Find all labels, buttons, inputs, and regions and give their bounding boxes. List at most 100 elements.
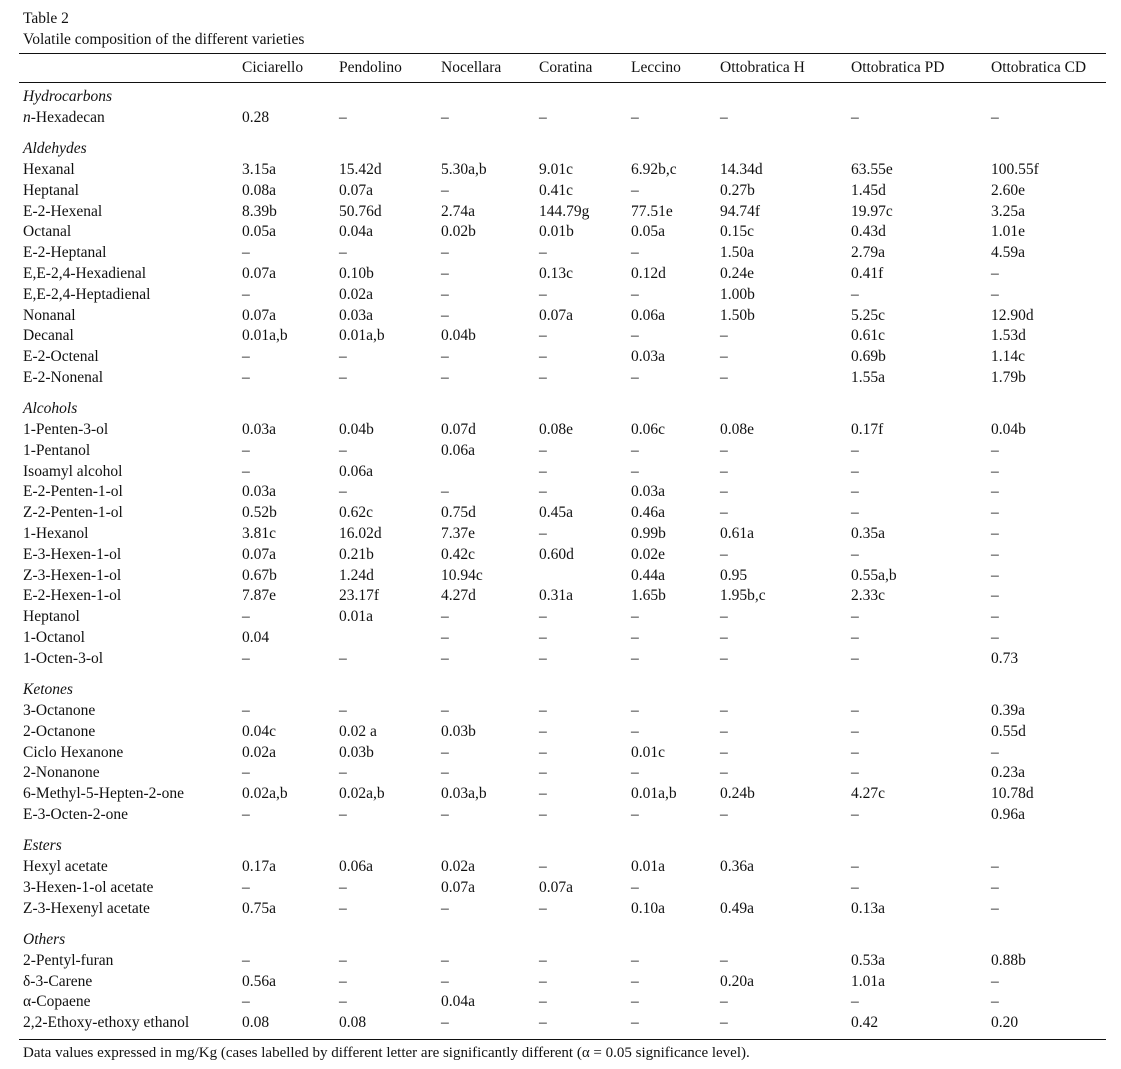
table-cell: –: [539, 629, 547, 646]
table-cell: –: [720, 993, 728, 1011]
table-cell: 0.95: [720, 566, 748, 584]
table-cell: –: [339, 108, 347, 126]
table-cell: –: [339, 764, 347, 782]
table-cell: 0.13c: [539, 264, 574, 282]
table-cell: 8.39b: [242, 202, 277, 220]
table-cell: 1.50b: [720, 306, 755, 324]
table-cell: 0.15c: [720, 223, 755, 241]
table-cell: –: [539, 348, 547, 366]
table-cell: 14.34d: [720, 160, 763, 178]
table-cell: –: [631, 327, 639, 345]
table-cell: 0.04a: [339, 223, 374, 241]
table-cell: –: [539, 785, 547, 803]
table-cell: –: [539, 108, 547, 126]
table-cell: 94.74f: [720, 202, 761, 220]
table-cell: –: [242, 368, 250, 386]
column-header: Leccino: [631, 59, 681, 76]
table-cell: 0.96a: [991, 805, 1026, 823]
table-cell: –: [991, 462, 999, 480]
table-cell: –: [991, 899, 999, 917]
table-cell: 0.12d: [631, 264, 666, 282]
table-cell: –: [339, 348, 347, 366]
table-cell: 0.08e: [720, 421, 755, 438]
table-cell: –: [991, 993, 999, 1011]
table-cell: –: [242, 441, 250, 459]
table-cell: –: [441, 649, 449, 667]
table-cell: 0.23a: [991, 764, 1026, 782]
table-cell: 1.53d: [991, 327, 1026, 345]
table-cell: 0.07d: [441, 421, 476, 438]
table-cell: –: [720, 743, 728, 761]
row-label: Z-2-Penten-1-ol: [23, 504, 123, 522]
table-cell: 1.79b: [991, 368, 1026, 386]
table-cell: –: [991, 858, 999, 875]
table-cell: –: [631, 993, 639, 1011]
table-cell: –: [441, 764, 449, 782]
table-cell: –: [539, 805, 547, 823]
table-cell: 0.56a: [242, 972, 277, 990]
table-cell: 0.08e: [539, 421, 574, 438]
table-cell: –: [720, 805, 728, 823]
table-cell: 1.00b: [720, 285, 755, 303]
table-cell: –: [631, 701, 639, 719]
table-cell: –: [991, 504, 999, 522]
row-label: E-3-Octen-2-one: [23, 805, 129, 823]
table-cell: –: [631, 441, 639, 459]
row-label: E-3-Hexen-1-ol: [23, 545, 122, 563]
table-cell: 12.90d: [991, 306, 1034, 324]
table-cell: –: [720, 608, 728, 626]
table-cell: –: [720, 1014, 728, 1032]
table-cell: 0.05a: [242, 223, 277, 241]
table-cell: –: [991, 264, 999, 282]
row-label: α-Copaene: [23, 993, 91, 1011]
row-label: Hexanal: [23, 160, 75, 178]
table-cell: 1.14c: [991, 348, 1026, 366]
table-cell: –: [242, 608, 250, 626]
row-label: 1-Penten-3-ol: [23, 421, 109, 438]
table-cell: 0.43d: [851, 223, 886, 241]
table-cell: –: [339, 483, 347, 501]
row-label: Decanal: [23, 327, 74, 345]
table-cell: 0.02b: [441, 223, 476, 241]
table-cell: 0.01a,b: [242, 327, 288, 345]
table-cell: –: [851, 858, 859, 875]
table-cell: 0.21b: [339, 545, 374, 563]
table-cell: 0.42: [851, 1014, 879, 1032]
table-cell: 0.07a: [242, 264, 277, 282]
table-cell: –: [631, 368, 639, 386]
table-cell: –: [242, 951, 250, 969]
section-heading: Others: [23, 930, 66, 948]
table-cell: 0.99b: [631, 525, 666, 542]
table-cell: 0.75d: [441, 504, 476, 522]
table-cell: –: [631, 608, 639, 626]
row-label: Octanal: [23, 223, 72, 241]
table-label: Table 2: [23, 10, 69, 27]
table-cell: 0.01a: [339, 608, 374, 626]
section-heading: Esters: [23, 837, 62, 855]
table-cell: 3.15a: [242, 160, 277, 178]
table-cell: 0.07a: [539, 306, 574, 324]
row-label: Z-3-Hexen-1-ol: [23, 566, 122, 584]
table-cell: 0.31a: [539, 587, 574, 605]
table-cell: –: [539, 462, 547, 480]
table-cell: 9.01c: [539, 160, 574, 178]
table-cell: 0.41c: [539, 181, 574, 199]
table-cell: –: [339, 441, 347, 459]
table-cell: –: [339, 899, 347, 917]
table-cell: 0.02a: [242, 743, 277, 761]
table-cell: –: [991, 441, 999, 459]
table-cell: –: [851, 701, 859, 719]
table-cell: –: [720, 108, 728, 126]
table-cell: 2.60e: [991, 181, 1026, 199]
table-cell: –: [339, 878, 347, 896]
table-cell: –: [441, 181, 449, 199]
table-cell: –: [631, 181, 639, 199]
row-label: Nonanal: [23, 306, 76, 324]
table-cell: –: [631, 462, 639, 480]
table-cell: 0.04c: [242, 722, 277, 740]
table-cell: –: [851, 441, 859, 459]
table-cell: –: [851, 108, 859, 126]
table-cell: –: [242, 701, 250, 719]
table-cell: –: [991, 285, 999, 303]
table-cell: 0.73: [991, 649, 1019, 667]
